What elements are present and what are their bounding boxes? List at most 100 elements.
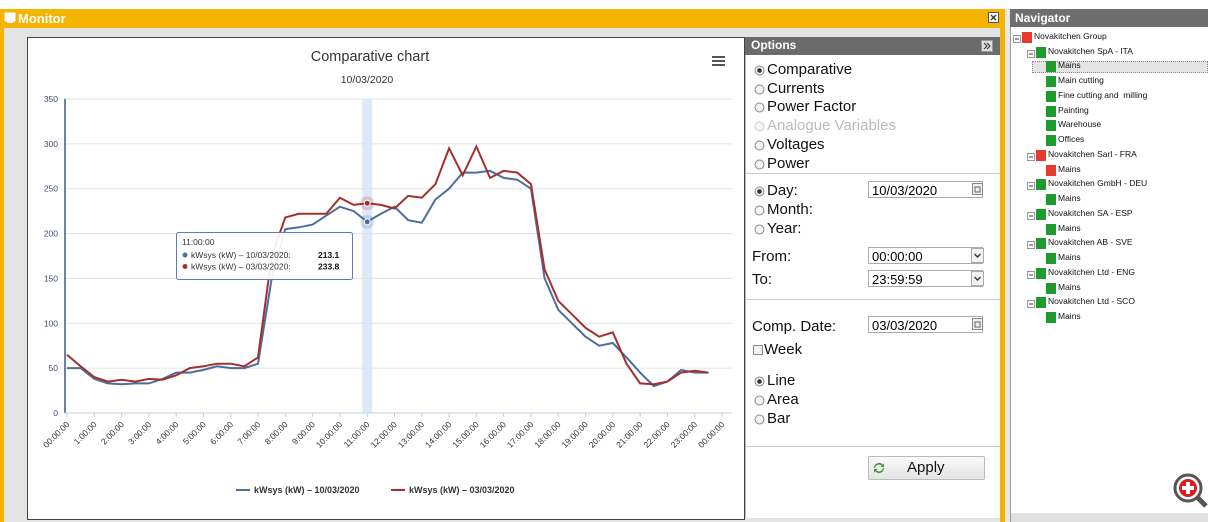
x-tick-label: 00:00:00 (696, 419, 727, 450)
radio-button[interactable] (754, 395, 765, 406)
tree-node[interactable]: Mains (1058, 60, 1081, 71)
refresh-icon (874, 463, 884, 473)
radio-button[interactable] (754, 376, 765, 387)
radio-button[interactable] (754, 224, 765, 235)
radio-label[interactable]: Area (767, 391, 799, 408)
to-label: To: (752, 271, 773, 288)
tree-expander[interactable] (1027, 300, 1035, 309)
tree-node[interactable]: Warehouse (1058, 119, 1102, 130)
tree-node[interactable]: Novakitchen AB - SVE (1048, 237, 1133, 248)
collapse-button[interactable] (981, 40, 993, 52)
radio-button[interactable] (754, 140, 765, 151)
tree-expander[interactable] (1013, 35, 1021, 43)
y-tick-label: 250 (44, 184, 58, 194)
radio-label[interactable]: Bar (767, 410, 791, 427)
checkbox-label[interactable]: Week (764, 341, 803, 358)
tree-node[interactable]: Mains (1058, 222, 1081, 233)
tooltip (176, 232, 353, 280)
tree-node[interactable]: Mains (1058, 163, 1081, 174)
tree-expander[interactable] (1027, 152, 1035, 161)
close-button[interactable] (988, 12, 1000, 24)
tree-node[interactable]: Mains (1058, 193, 1081, 204)
apply-button[interactable] (868, 456, 985, 480)
dropdown-arrow[interactable] (971, 271, 984, 286)
splitter[interactable] (1005, 9, 1010, 522)
radio-label[interactable]: Comparative (767, 61, 853, 78)
radio-button[interactable] (754, 102, 765, 113)
x-tick-label: 16:00:00 (478, 419, 509, 450)
status-icon (1036, 297, 1046, 309)
tree-node[interactable]: Novakitchen Ltd - ENG (1048, 266, 1135, 277)
status-icon (1036, 149, 1046, 161)
menu-icon[interactable] (712, 56, 725, 66)
radio-button[interactable] (754, 159, 765, 170)
radio-button[interactable] (754, 186, 765, 197)
tree-node[interactable]: Painting (1058, 104, 1089, 115)
radio-label[interactable]: Power Factor (767, 98, 857, 115)
radio-label[interactable]: Power (767, 155, 810, 172)
dropdown-arrow[interactable] (971, 248, 984, 263)
calendar-icon[interactable] (972, 318, 984, 331)
hover-marker (363, 199, 371, 207)
apply-label[interactable]: Apply (907, 459, 945, 476)
scrollbar[interactable] (1011, 513, 1208, 522)
tree-node[interactable]: Novakitchen SA - ESP (1048, 207, 1133, 218)
radio-label[interactable]: Voltages (767, 136, 825, 153)
tooltip-title: 11:00:00 (182, 237, 215, 247)
tree-node[interactable]: Novakitchen Group (1034, 31, 1107, 41)
tree-expander[interactable] (1027, 241, 1035, 250)
radio-label[interactable]: Day: (767, 182, 798, 199)
tree-node[interactable]: Novakitchen SpA - ITA (1048, 45, 1133, 56)
radio-button[interactable] (754, 205, 765, 216)
navigator-title: Navigator (1015, 11, 1071, 25)
legend-label: kWsys (kW) – 03/03/2020 (409, 485, 515, 495)
x-tick-label: 1:00:00 (72, 419, 99, 446)
radio-button[interactable] (754, 414, 765, 425)
calendar-icon[interactable] (972, 183, 984, 196)
radio-button[interactable] (754, 65, 765, 76)
tree-node[interactable]: Mains (1058, 281, 1081, 292)
tree-expander[interactable] (1027, 182, 1035, 191)
tree-expander[interactable] (1027, 211, 1035, 220)
options-title: Options (751, 38, 797, 52)
tree-expander[interactable] (1027, 49, 1035, 58)
separator (745, 173, 1000, 174)
comp-date-input[interactable]: 03/03/2020 (868, 316, 983, 333)
radio-label[interactable]: Year: (767, 220, 802, 237)
radio-label[interactable]: Month: (767, 201, 813, 218)
tree-node[interactable]: Mains (1058, 311, 1081, 322)
checkbox[interactable] (753, 345, 764, 356)
status-icon (1046, 164, 1056, 176)
tree-node[interactable]: Offices (1058, 134, 1085, 145)
to-select[interactable]: 23:59:59 (868, 270, 983, 287)
tree-node[interactable]: Main cutting (1058, 75, 1104, 86)
tooltip-bullet (182, 264, 188, 269)
tooltip-value: 233.8 (318, 262, 340, 272)
tree-node[interactable]: Mains (1058, 252, 1081, 263)
y-tick-label: 350 (44, 94, 58, 104)
separator (745, 299, 1000, 300)
tooltip-label: kWsys (kW) – 10/03/2020: (191, 250, 291, 260)
radio-button[interactable] (754, 84, 765, 95)
x-tick-label: 00:00:00 (41, 419, 72, 450)
zoom-icon[interactable] (1170, 470, 1208, 510)
radio-label[interactable]: Line (767, 372, 796, 389)
x-tick-label: 18:00:00 (532, 419, 563, 450)
tree-node[interactable]: Novakitchen Ltd - SCO (1048, 296, 1135, 307)
from-select[interactable]: 00:00:00 (868, 247, 983, 264)
series-line (66, 144, 709, 386)
tree-node[interactable]: Novakitchen Sarl - FRA (1048, 148, 1137, 159)
radio-label[interactable]: Currents (767, 80, 825, 97)
navigator-panel (1010, 9, 1208, 522)
x-tick-label: 19:00:00 (559, 419, 590, 450)
tree-node[interactable]: Fine cutting and milling (1058, 89, 1148, 100)
tooltip-label: kWsys (kW) – 03/03/2020: (191, 262, 291, 272)
radio-label: Analogue Variables (767, 117, 896, 134)
tree-expander[interactable] (1027, 270, 1035, 279)
status-icon (1036, 208, 1046, 220)
tooltip-value: 213.1 (318, 250, 340, 260)
status-icon (1036, 179, 1046, 191)
tree-node[interactable]: Novakitchen GmbH - DEU (1048, 178, 1148, 189)
date-input[interactable]: 10/03/2020 (868, 181, 983, 198)
legend-label: kWsys (kW) – 10/03/2020 (254, 485, 360, 495)
